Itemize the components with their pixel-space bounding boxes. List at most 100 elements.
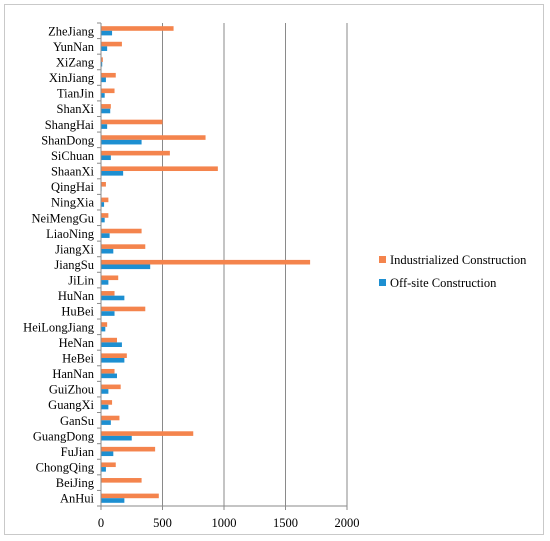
- category-label-hunan: HuNan: [58, 289, 95, 303]
- bar-off-site-construction-anhui: [101, 498, 125, 503]
- bar-industrialized-construction-shanxi: [101, 104, 111, 109]
- legend-label-offsite: Off-site Construction: [390, 276, 497, 290]
- bar-off-site-construction-yunnan: [101, 46, 108, 51]
- bar-industrialized-construction-neimenggu: [101, 213, 109, 218]
- bar-industrialized-construction-guangdong: [101, 431, 194, 436]
- x-tick-label-1500: 1500: [273, 516, 298, 530]
- category-label-shaanxi: ShaanXi: [51, 165, 95, 179]
- category-label-gansu: GanSu: [60, 414, 95, 428]
- x-tick-label-2000: 2000: [335, 516, 360, 530]
- bar-off-site-construction-shanxi: [101, 108, 111, 114]
- bar-off-site-construction-xinjiang: [101, 77, 106, 83]
- category-label-sichuan: SiChuan: [51, 149, 95, 163]
- category-label-xizang: XiZang: [56, 55, 95, 69]
- bar-off-site-construction-ningxia: [101, 202, 105, 207]
- category-label-chongqing: ChongQing: [36, 461, 95, 475]
- category-label-zhejiang: ZheJiang: [48, 24, 95, 38]
- legend-label-industrialized: Industrialized Construction: [390, 253, 527, 267]
- bar-off-site-construction-henan: [101, 342, 122, 348]
- bar-industrialized-construction-beijing: [101, 478, 142, 483]
- bar-off-site-construction-xizang: [101, 61, 103, 67]
- category-label-xinjiang: XinJiang: [49, 71, 95, 85]
- bar-industrialized-construction-hebei: [101, 353, 127, 358]
- x-tick-labels: 0 500 1000 1500 2000: [98, 516, 360, 530]
- x-tick-label-1000: 1000: [212, 516, 237, 530]
- bar-industrialized-construction-fujian: [101, 446, 156, 452]
- legend-swatch-industrialized: [379, 256, 386, 263]
- bar-off-site-construction-hannan: [101, 373, 117, 379]
- category-label-henan: HeNan: [59, 336, 95, 350]
- bar-industrialized-construction-gansu: [101, 415, 120, 421]
- bar-industrialized-construction-hannan: [101, 368, 115, 374]
- bar-off-site-construction-heilongjiang: [101, 326, 106, 332]
- bar-industrialized-construction-anhui: [101, 493, 159, 499]
- bar-industrialized-construction-shandong: [101, 135, 206, 140]
- legend: Industrialized Construction Off-site Con…: [379, 253, 527, 290]
- bar-industrialized-construction-ningxia: [101, 197, 109, 203]
- category-label-fujian: FuJian: [61, 445, 95, 459]
- category-label-hannan: HanNan: [52, 367, 94, 381]
- category-label-heilongjiang: HeiLongJiang: [23, 320, 95, 334]
- x-tick-label-0: 0: [98, 516, 104, 530]
- bar-off-site-construction-jilin: [101, 280, 109, 285]
- bar-off-site-construction-guizhou: [101, 389, 109, 394]
- bar-off-site-construction-hunan: [101, 295, 125, 301]
- x-tick-label-500: 500: [153, 516, 172, 530]
- bar-off-site-construction-zhejiang: [101, 30, 113, 36]
- bar-industrialized-construction-guangxi: [101, 400, 113, 405]
- category-label-ningxia: NingXia: [51, 196, 95, 210]
- bar-industrialized-construction-qinghai: [101, 181, 106, 187]
- bar-industrialized-construction-zhejiang: [101, 26, 174, 31]
- bar-off-site-construction-jiangxi: [101, 248, 114, 254]
- category-label-neimenggu: NeiMengGu: [32, 211, 95, 225]
- bar-off-site-construction-hubei: [101, 311, 115, 316]
- bar-industrialized-construction-sichuan: [101, 150, 170, 156]
- category-label-jiangxi: JiangXi: [55, 242, 94, 256]
- legend-swatch-offsite: [379, 279, 386, 286]
- category-label-yunnan: YunNan: [53, 40, 95, 54]
- bar-off-site-construction-chongqing: [101, 467, 106, 472]
- bar-off-site-construction-gansu: [101, 420, 111, 425]
- bar-industrialized-construction-liaoning: [101, 228, 142, 234]
- category-label-guangxi: GuangXi: [48, 398, 94, 412]
- bar-industrialized-construction-chongqing: [101, 462, 116, 468]
- bar-industrialized-construction-henan: [101, 337, 117, 343]
- bar-off-site-construction-fujian: [101, 451, 114, 457]
- category-label-shanxi: ShanXi: [57, 102, 95, 116]
- chart-frame: ZheJiang YunNan XiZang XinJiang TianJin ShanX…: [4, 4, 544, 535]
- category-label-jilin: JiLin: [68, 274, 94, 288]
- bar-industrialized-construction-xizang: [101, 57, 103, 62]
- axes: [97, 22, 348, 510]
- bar-industrialized-construction-heilongjiang: [101, 322, 108, 327]
- bar-off-site-construction-liaoning: [101, 233, 110, 238]
- bar-industrialized-construction-tianjin: [101, 88, 115, 94]
- bar-off-site-construction-jiangsu: [101, 264, 151, 270]
- bar-industrialized-construction-jiangxi: [101, 244, 146, 249]
- bar-industrialized-construction-shaanxi: [101, 166, 218, 172]
- category-label-jiangsu: JiangSu: [54, 258, 94, 272]
- bar-industrialized-construction-hunan: [101, 291, 115, 296]
- category-label-hubei: HuBei: [61, 305, 94, 319]
- bar-off-site-construction-shanghai: [101, 124, 108, 129]
- category-label-qinghai: QingHai: [51, 180, 95, 194]
- category-label-shandong: ShanDong: [41, 133, 95, 147]
- category-label-guizhou: GuiZhou: [49, 383, 95, 397]
- bar-off-site-construction-guangdong: [101, 435, 132, 441]
- bar-industrialized-construction-yunnan: [101, 41, 122, 47]
- bar-off-site-construction-shandong: [101, 139, 142, 145]
- bar-off-site-construction-hebei: [101, 357, 125, 363]
- bar-industrialized-construction-jilin: [101, 275, 119, 281]
- category-label-beijing: BeiJing: [56, 476, 95, 490]
- bar-industrialized-construction-hubei: [101, 306, 146, 312]
- bar-industrialized-construction-shanghai: [101, 119, 163, 125]
- bar-industrialized-construction-xinjiang: [101, 72, 116, 78]
- bar-industrialized-construction-guizhou: [101, 384, 121, 390]
- category-label-shanghai: ShangHai: [45, 118, 95, 132]
- bars: [101, 26, 311, 503]
- category-label-hebei: HeBei: [62, 351, 94, 365]
- category-label-guangdong: GuangDong: [33, 429, 95, 443]
- bar-industrialized-construction-jiangsu: [101, 259, 311, 265]
- bar-off-site-construction-sichuan: [101, 155, 111, 161]
